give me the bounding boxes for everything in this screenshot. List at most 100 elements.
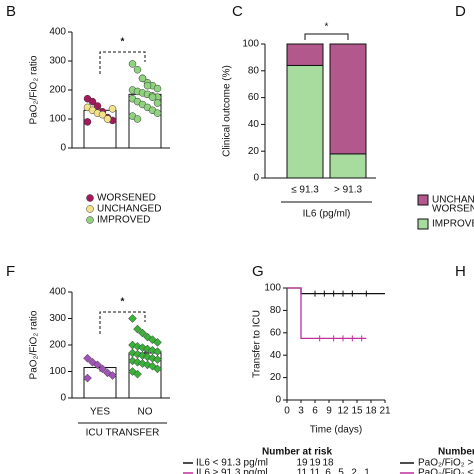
y-tick-label: 0: [253, 173, 259, 184]
y-tick-label: 100: [49, 366, 66, 377]
data-point: [153, 99, 162, 107]
legend-label: WORSEN: [432, 204, 474, 215]
y-tick-label: 300: [49, 56, 66, 67]
data-point: [133, 65, 142, 74]
risk-count: 6: [325, 468, 331, 474]
panel-label: G: [252, 263, 264, 280]
data-point: [133, 324, 142, 334]
x-tick-label: > 91.3: [334, 185, 363, 196]
significance-bracket: [304, 33, 349, 40]
legend-label: IL6 ≥ 91.3 pg/ml: [196, 468, 268, 474]
significance: *: [121, 297, 125, 308]
legend-label: IMPROVED: [97, 215, 150, 226]
data-point: [83, 353, 92, 363]
legend-label: WORSENED: [97, 193, 156, 204]
data-point: [128, 314, 137, 323]
legend-title: Number a: [438, 447, 474, 458]
x-tick-label: 21: [379, 406, 391, 417]
y-tick-label: 60: [270, 327, 282, 338]
legend-label: PaO₂/FiO₂ ≤1: [418, 468, 474, 474]
y-tick-label: 400: [49, 287, 66, 298]
y-tick-label: 60: [248, 92, 260, 103]
x-tick-label: 12: [337, 406, 349, 417]
legend-label: UNCHANG: [432, 195, 474, 206]
x-tick-label: 9: [326, 406, 332, 417]
data-point: [88, 97, 97, 106]
x-tick-label: 0: [284, 406, 290, 417]
legend-label: IMPROVE: [432, 219, 474, 230]
significance-bracket: [99, 51, 146, 74]
x-axis-label: ICU TRANSFER: [86, 428, 160, 439]
survival-line: [287, 287, 367, 340]
y-tick-label: 100: [49, 114, 66, 125]
bar: [83, 367, 117, 399]
data-point: [153, 109, 162, 117]
y-tick-label: 20: [248, 146, 260, 157]
x-tick-label: 6: [312, 406, 318, 417]
y-tick-label: 100: [264, 283, 281, 294]
data-point: [83, 118, 92, 126]
data-point: [133, 369, 142, 379]
panel-label: H: [455, 263, 466, 280]
y-tick-label: 100: [242, 39, 259, 50]
panel-label: B: [6, 3, 16, 20]
data-point: [103, 115, 112, 123]
y-axis-label: Clinical outcome (%): [222, 65, 233, 157]
x-tick-label: 15: [351, 406, 363, 417]
significance: *: [121, 37, 125, 48]
bar-segment: [329, 43, 367, 155]
data-point: [138, 328, 147, 338]
x-tick-label: 3: [298, 406, 304, 417]
data-point: [153, 84, 162, 93]
data-point: [133, 115, 142, 123]
data-point: [143, 81, 152, 90]
data-point: [128, 60, 137, 68]
panel-label: F: [6, 263, 15, 280]
data-point: [98, 364, 107, 374]
data-point: [138, 74, 147, 83]
y-tick-label: 20: [270, 372, 282, 383]
legend-label: UNCHANGED: [97, 204, 161, 215]
data-point: [153, 364, 162, 374]
risk-count: 19: [309, 458, 321, 469]
legend-label: IL6 < 91.3 pg/ml: [196, 458, 268, 469]
risk-count: 18: [322, 458, 334, 469]
y-tick-label: 0: [275, 395, 281, 406]
risk-count: 2: [351, 468, 357, 474]
risk-count: 11: [310, 468, 321, 474]
y-tick-label: 40: [248, 119, 260, 130]
risk-count: 5: [338, 468, 344, 474]
y-tick-label: 200: [49, 340, 66, 351]
data-point: [153, 355, 162, 364]
x-tick-label: NO: [138, 407, 153, 418]
data-point: [148, 93, 157, 101]
data-point: [108, 371, 117, 380]
data-point: [93, 360, 102, 370]
x-tick-label: 18: [365, 406, 377, 417]
legend-marker: [86, 194, 94, 202]
y-tick-label: 200: [49, 85, 66, 96]
significance-bracket: [99, 311, 146, 334]
data-point: [98, 110, 107, 119]
bar-segment: [329, 153, 367, 179]
y-tick-label: 400: [49, 27, 66, 38]
y-tick-label: 0: [60, 393, 66, 404]
risk-title: Number at risk: [262, 447, 332, 458]
risk-count: 19: [296, 458, 308, 469]
y-tick-label: 80: [248, 65, 260, 76]
x-tick-label: YES: [90, 407, 110, 418]
data-point: [83, 373, 92, 383]
risk-count: 11: [297, 468, 308, 474]
bar-segment: [286, 64, 324, 179]
legend-swatch: [417, 194, 429, 206]
survival-line: [287, 287, 385, 295]
risk-count: 1: [364, 468, 370, 474]
x-tick-label: ≤ 91.3: [291, 185, 319, 196]
x-axis-label: IL6 (pg/ml): [303, 209, 351, 220]
legend-marker: [86, 205, 94, 213]
data-point: [108, 105, 117, 113]
y-tick-label: 0: [60, 143, 66, 154]
y-tick-label: 300: [49, 313, 66, 324]
bar-segment: [286, 43, 324, 66]
